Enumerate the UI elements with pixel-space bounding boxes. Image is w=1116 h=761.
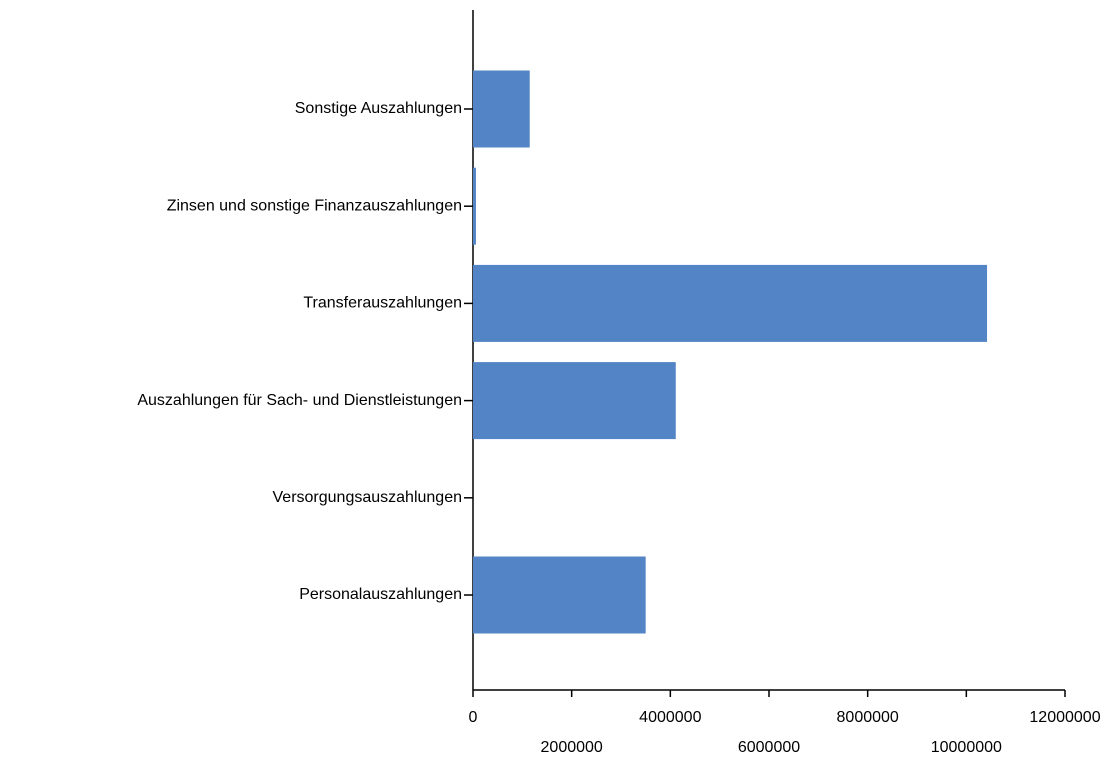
y-tick-label: Auszahlungen für Sach- und Dienstleistun…: [137, 392, 462, 409]
x-tick-label: 0: [469, 709, 478, 726]
bar: [473, 556, 646, 634]
x-tick-label: 8000000: [837, 709, 899, 726]
x-tick-label: 6000000: [738, 739, 800, 756]
bar: [473, 167, 476, 245]
bar: [473, 70, 530, 148]
x-tick-label: 4000000: [639, 709, 701, 726]
x-tick-label: 10000000: [931, 739, 1002, 756]
y-tick-label: Versorgungsauszahlungen: [273, 489, 462, 506]
y-tick-label: Zinsen und sonstige Finanzauszahlungen: [167, 197, 462, 214]
bar: [473, 362, 676, 440]
x-tick-label: 2000000: [541, 739, 603, 756]
y-tick-label: Sonstige Auszahlungen: [295, 100, 462, 117]
x-tick-label: 12000000: [1029, 709, 1100, 726]
bar: [473, 264, 988, 342]
y-tick-label: Personalauszahlungen: [299, 586, 462, 603]
y-tick-label: Transferauszahlungen: [303, 295, 462, 312]
